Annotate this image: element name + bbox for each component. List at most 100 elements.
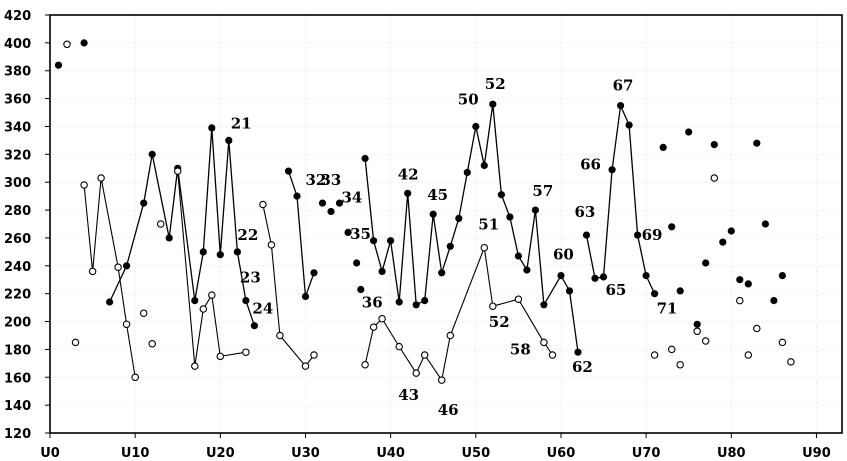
data-point-filled: [702, 259, 710, 267]
data-point-filled: [357, 285, 365, 294]
data-point-filled: [335, 199, 344, 207]
data-point-open: [361, 360, 369, 369]
data-point-filled: [378, 267, 386, 275]
x-tick-label: U20: [206, 446, 235, 461]
y-tick-label: 240: [4, 260, 31, 275]
data-point-filled: [463, 168, 471, 176]
y-tick-label: 160: [4, 371, 31, 386]
data-point-open: [437, 376, 446, 384]
x-tick-label: U60: [547, 446, 576, 461]
data-point-filled: [668, 223, 676, 231]
data-point-filled: [685, 128, 693, 136]
data-point-open: [744, 351, 753, 359]
data-point-open: [276, 331, 284, 340]
point-label: 36: [362, 294, 383, 312]
point-label: 52: [489, 313, 510, 331]
point-label: 67: [613, 77, 634, 95]
data-point-filled: [318, 199, 327, 207]
data-point-open: [667, 345, 676, 354]
data-point-filled: [642, 272, 650, 280]
point-label: 65: [606, 281, 627, 299]
data-point-filled: [370, 237, 378, 245]
data-point-filled: [429, 210, 437, 218]
data-point-open: [148, 340, 156, 348]
data-point-open: [514, 295, 523, 303]
data-point-filled: [574, 348, 582, 356]
data-point-open: [301, 362, 310, 370]
data-point-filled: [199, 248, 207, 256]
y-tick-label: 380: [4, 65, 31, 80]
point-label: 43: [398, 386, 419, 404]
data-point-open: [395, 342, 403, 351]
data-point-filled: [608, 166, 616, 174]
x-tick-label: U90: [802, 446, 831, 461]
data-point-filled: [412, 301, 420, 309]
data-point-filled: [719, 238, 727, 246]
data-point-filled: [770, 297, 778, 305]
y-tick-label: 320: [4, 148, 31, 163]
data-point-open: [693, 327, 701, 336]
point-label: 63: [575, 203, 596, 221]
data-point-filled: [250, 322, 258, 330]
data-point-filled: [446, 242, 454, 250]
data-point-filled: [625, 121, 633, 129]
data-point-filled: [506, 213, 514, 221]
series-points: [54, 39, 795, 384]
data-point-open: [216, 352, 225, 361]
data-point-filled: [676, 287, 684, 295]
data-point-filled: [148, 150, 156, 158]
data-point-filled: [80, 39, 88, 47]
data-point-filled: [472, 122, 480, 131]
point-label: 45: [427, 186, 448, 204]
y-axis-ticks: 120 140 160 180 200 220 240 260 280 300 320 340 360 3…: [4, 9, 50, 442]
data-point-filled: [514, 252, 523, 260]
point-label: 24: [252, 300, 273, 318]
data-point-filled: [421, 297, 429, 305]
data-point-open: [63, 40, 71, 49]
data-point-filled: [310, 269, 318, 277]
data-point-filled: [404, 189, 412, 197]
data-point-open: [676, 360, 684, 369]
data-point-open: [548, 351, 557, 359]
y-tick-label: 340: [4, 120, 31, 135]
data-point-filled: [659, 143, 667, 151]
data-point-open: [242, 348, 250, 356]
data-point-open: [736, 296, 744, 305]
data-point-filled: [140, 199, 148, 207]
data-point-filled: [208, 124, 216, 132]
data-point-filled: [651, 290, 659, 298]
data-point-filled: [455, 214, 463, 222]
data-point-filled: [361, 154, 369, 163]
point-label: 42: [398, 165, 419, 183]
point-label: 33: [321, 171, 342, 189]
data-point-filled: [727, 227, 735, 235]
point-label: 71: [657, 300, 678, 318]
data-point-filled: [710, 141, 718, 149]
y-tick-label: 300: [4, 176, 31, 191]
data-point-open: [208, 291, 216, 299]
data-point-open: [71, 338, 80, 347]
point-label: 57: [532, 182, 553, 200]
data-point-filled: [617, 102, 625, 110]
data-point-filled: [744, 280, 752, 288]
data-point-filled: [634, 231, 642, 239]
data-point-filled: [327, 207, 335, 216]
point-label: 51: [478, 216, 499, 234]
data-point-open: [787, 358, 795, 366]
data-point-open: [753, 324, 761, 333]
x-axis-ticks: U0 U10 U20 U30 U40 U50 U60 U70 U80 U90: [40, 433, 831, 461]
data-point-open: [259, 200, 267, 209]
data-point-filled: [540, 301, 548, 309]
data-point-filled: [395, 298, 403, 306]
point-label: 21: [231, 114, 252, 132]
data-point-filled: [353, 259, 361, 267]
point-label: 69: [642, 226, 663, 244]
data-point-open: [267, 241, 276, 249]
data-point-open: [310, 351, 318, 359]
data-point-filled: [191, 297, 199, 305]
data-point-filled: [736, 276, 744, 284]
data-point-open: [412, 369, 420, 377]
data-point-open: [156, 220, 165, 228]
data-point-filled: [753, 139, 761, 147]
point-label: 60: [553, 246, 574, 264]
